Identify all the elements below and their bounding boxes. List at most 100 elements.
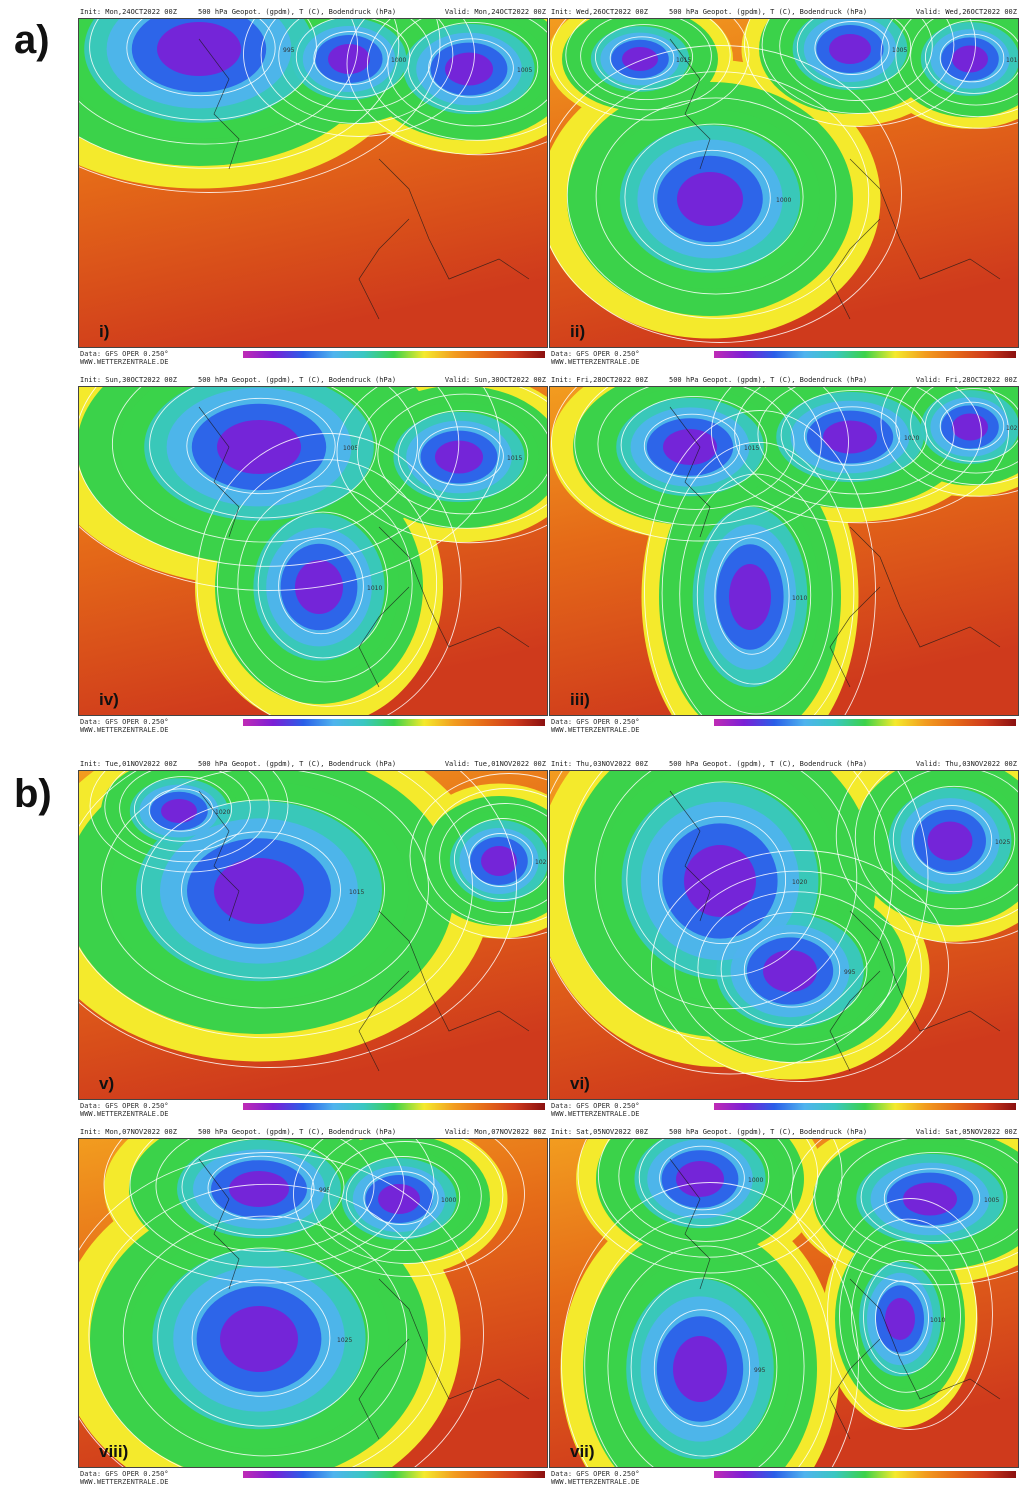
- isobar-line: [594, 24, 694, 90]
- isobar-label: 1010: [930, 1317, 945, 1324]
- isobar-line: [595, 97, 837, 295]
- panel-header: Init: Sat,05NOV2022 00Z 500 hPa Geopot. (…: [549, 1126, 1019, 1138]
- init-time: Init: Mon,07NOV2022 00Z: [80, 1128, 177, 1136]
- isobar-label: 1000: [441, 1197, 456, 1204]
- isobar-line: [89, 771, 289, 873]
- isobar-line: [468, 833, 534, 887]
- isobar-line: [191, 1279, 331, 1397]
- isobar-line: [597, 387, 795, 510]
- panel-label: viii): [99, 1442, 128, 1461]
- temperature-band: [445, 52, 493, 86]
- isobar-label: 1005: [343, 445, 358, 452]
- section-label-b: b): [14, 772, 52, 816]
- temperature-band: [927, 821, 973, 861]
- temperature-band: [217, 420, 301, 474]
- isobar-line: [644, 410, 876, 715]
- isobar-line: [293, 1139, 525, 1277]
- temperature-band: [378, 1184, 420, 1214]
- geopotential-map-svg: 995 1000 1005 i): [79, 19, 547, 347]
- panel-footer: Data: GFS OPER 0.250° WWW.WETTERZENTRALE.…: [549, 1470, 1019, 1492]
- weather-map: 1000 1005 1010 1015 ii): [549, 18, 1019, 348]
- data-credit: Data: GFS OPER 0.250° WWW.WETTERZENTRALE.…: [551, 1102, 640, 1118]
- panel-label: v): [99, 1074, 114, 1093]
- isobar-line: [659, 1145, 745, 1211]
- temperature-band: [157, 22, 241, 76]
- geopotential-map-svg: 1005 1010 1015 iv): [79, 387, 547, 715]
- temperature-band: [161, 799, 197, 823]
- map-panel-iii: Init: Fri,28OCT2022 00Z 500 hPa Geopot. (…: [549, 374, 1019, 741]
- init-time: Init: Sun,30OCT2022 00Z: [80, 376, 177, 384]
- temperature-band: [829, 34, 871, 64]
- panel-header: Init: Sun,30OCT2022 00Z 500 hPa Geopot. (…: [78, 374, 548, 386]
- isobar-line: [278, 19, 432, 111]
- isobar-line: [911, 805, 993, 875]
- isobar-line: [346, 19, 547, 156]
- isobar-label: 995: [283, 47, 295, 54]
- isobar-line: [880, 387, 1018, 497]
- map-panel-viii: Init: Mon,07NOV2022 00Z 500 hPa Geopot. (…: [78, 1126, 548, 1493]
- data-source-text: Data: GFS OPER 0.250°: [80, 1470, 169, 1478]
- weather-map: 1015 1020 1025 v): [78, 770, 548, 1100]
- isobar-line: [561, 1182, 859, 1467]
- isobar-line: [594, 771, 858, 1010]
- isobar-line: [257, 511, 389, 659]
- isobar-line: [910, 387, 1018, 474]
- coastline: [198, 406, 530, 688]
- isobar-line: [779, 19, 933, 101]
- isobar-line: [79, 387, 460, 567]
- website-text: WWW.WETTERZENTRALE.DE: [80, 726, 169, 734]
- isobar-label: 1000: [776, 197, 791, 204]
- isobar-label: 1020: [792, 879, 807, 886]
- isobar-line: [626, 781, 822, 977]
- isobar-line: [439, 803, 547, 913]
- isobar-label: 1020: [904, 435, 919, 442]
- temperature-band: [729, 564, 771, 630]
- isobar-line: [126, 19, 276, 97]
- temperature-band: [229, 1171, 289, 1207]
- isobar-line: [550, 45, 902, 343]
- isobar-line: [653, 1309, 751, 1427]
- isobar-line: [363, 1171, 439, 1225]
- website-text: WWW.WETTERZENTRALE.DE: [551, 726, 640, 734]
- website-text: WWW.WETTERZENTRALE.DE: [80, 1110, 169, 1118]
- isobar-label: 1010: [792, 595, 807, 602]
- isobar-line: [643, 413, 741, 479]
- coastline: [669, 406, 1001, 688]
- valid-time: Valid: Thu,03NOV2022 00Z: [915, 760, 1017, 768]
- isobar-line: [387, 19, 547, 127]
- temperature-band: [481, 846, 517, 876]
- isobar-line: [837, 1139, 1018, 1257]
- isobar-line: [624, 123, 804, 271]
- isobar-line: [657, 815, 787, 945]
- geopotential-map-svg: 995 1000 1005 1010 vii): [550, 1139, 1018, 1467]
- isobar-line: [104, 771, 270, 863]
- isobar-line: [328, 1141, 482, 1251]
- isobar-label: 1025: [337, 1337, 352, 1344]
- weather-map: 995 1000 1005 1010 vii): [549, 1138, 1019, 1468]
- isobar-line: [148, 788, 214, 832]
- isobar-line: [851, 1239, 961, 1393]
- isobar-line: [79, 387, 501, 591]
- temperature-band: [676, 1161, 724, 1197]
- isobar-label: 1010: [367, 585, 382, 592]
- map-title: 500 hPa Geopot. (gpdm), T (C), Bodendruc…: [198, 760, 397, 768]
- isobar-line: [638, 1139, 770, 1227]
- valid-time: Valid: Sun,30OCT2022 00Z: [444, 376, 546, 384]
- data-credit: Data: GFS OPER 0.250° WWW.WETTERZENTRALE.…: [551, 718, 640, 734]
- isobar-line: [574, 387, 822, 526]
- panel-footer: Data: GFS OPER 0.250° WWW.WETTERZENTRALE.…: [78, 718, 548, 740]
- color-scale-bar: [243, 351, 545, 358]
- isobar-label: 1015: [349, 889, 364, 896]
- isobar-line: [661, 441, 855, 715]
- valid-time: Valid: Tue,01NOV2022 00Z: [444, 760, 546, 768]
- init-time: Init: Tue,01NOV2022 00Z: [80, 760, 177, 768]
- isobar-line: [711, 387, 1009, 524]
- panel-label: iii): [570, 690, 590, 709]
- init-time: Init: Fri,28OCT2022 00Z: [551, 376, 648, 384]
- isobar-line: [207, 1155, 315, 1221]
- isobar-line: [111, 387, 419, 543]
- isobar-line: [149, 387, 377, 519]
- temperature-band: [903, 1182, 957, 1216]
- map-panel-iv: Init: Sun,30OCT2022 00Z 500 hPa Geopot. (…: [78, 374, 548, 741]
- isobar-line: [577, 1139, 843, 1274]
